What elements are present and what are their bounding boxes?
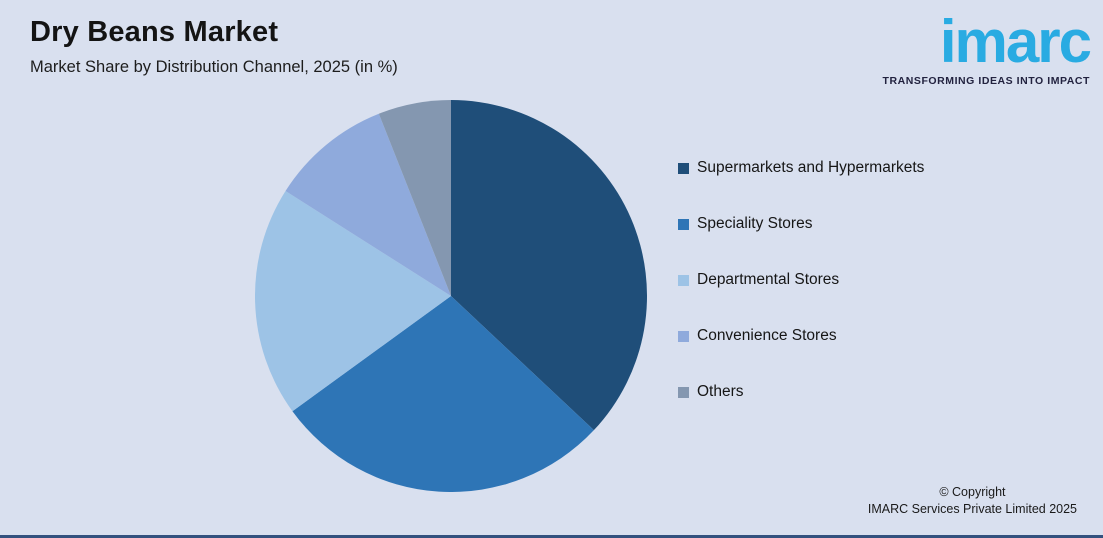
pie-slice-others [378,100,451,296]
legend-label: Convenience Stores [697,327,837,344]
legend-swatch-icon [678,218,689,230]
page-title: Dry Beans Market [30,16,279,48]
legend-label: Others [697,383,744,400]
page-subtitle: Market Share by Distribution Channel, 20… [30,58,398,76]
copyright-line2: IMARC Services Private Limited 2025 [867,501,1077,516]
chart-legend: Supermarkets and Hypermarkets Speciality … [678,159,925,440]
legend-swatch-icon [678,162,689,174]
pie-slice-departmental-stores [254,190,451,412]
pie-slice-speciality-stores [292,296,594,493]
pie-slice-convenience-stores [285,113,451,296]
legend-label: Departmental Stores [697,271,840,288]
pie-slice-supermarkets-and-hypermarkets [451,100,648,431]
legend-label: Supermarkets and Hypermarkets [697,159,925,176]
bottom-accent-bar [0,535,1103,538]
header: Dry Beans Market Market Share by Distrib… [30,16,398,77]
legend-swatch-icon [678,330,689,342]
copyright: © Copyright IMARC Services Private Limit… [868,484,1077,519]
legend-swatch-icon [678,386,689,398]
legend-item: Speciality Stores [678,215,924,232]
legend-label: Speciality Stores [697,215,813,232]
legend-item: Supermarkets and Hypermarkets [678,159,925,176]
legend-item: Others [678,383,924,400]
copyright-line1: © Copyright [939,484,1006,499]
pie-svg [254,100,648,493]
pie-chart [254,100,648,493]
imarc-tagline: TRANSFORMING IDEAS INTO IMPACT [882,74,1090,87]
legend-item: Convenience Stores [678,327,924,344]
legend-swatch-icon [678,274,689,286]
imarc-logo: imarc TRANSFORMING IDEAS INTO IMPACT [882,4,1092,87]
legend-item: Departmental Stores [678,271,924,288]
imarc-wordmark: imarc [939,8,1092,75]
